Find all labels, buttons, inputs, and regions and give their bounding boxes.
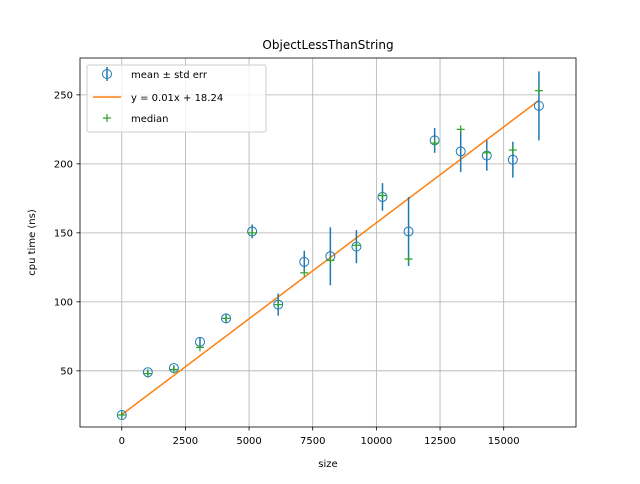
x-tick-label: 2500	[173, 436, 198, 447]
x-tick-label: 15000	[488, 436, 520, 447]
median-point	[430, 139, 439, 148]
legend-mean-marker	[102, 67, 112, 81]
x-tick-label: 12500	[424, 436, 456, 447]
median-point	[456, 125, 465, 134]
median-point	[195, 343, 204, 352]
mean-point	[533, 100, 544, 111]
mean-point	[507, 154, 518, 165]
legend-mean-label: mean ± std err	[131, 70, 208, 81]
median-point	[222, 314, 231, 323]
legend-median-label: median	[131, 114, 169, 125]
median-point	[117, 410, 126, 419]
median-point	[300, 268, 309, 277]
plot-frame	[79, 57, 577, 428]
median-point	[143, 369, 152, 378]
y-tick-label: 200	[54, 159, 73, 170]
x-ticks: 0 2500 5000 7500 10000 12500 15000	[119, 427, 520, 447]
chart-title: ObjectLessThanString	[262, 38, 393, 52]
y-tick-label: 50	[60, 366, 73, 377]
median-point	[534, 86, 543, 95]
mean-point	[273, 299, 284, 310]
legend-fit-label: y = 0.01x + 18.24	[131, 93, 223, 104]
legend: mean ± std err y = 0.01x + 18.24 median	[86, 64, 267, 133]
y-ticks: 50 100 150 200 250	[54, 90, 80, 377]
x-tick-label: 10000	[360, 436, 392, 447]
mean-point	[403, 226, 414, 237]
x-tick-label: 0	[119, 436, 125, 447]
median-point	[508, 146, 517, 155]
median-point	[404, 255, 413, 264]
y-axis-label: cpu time (ns)	[27, 209, 38, 276]
y-tick-label: 150	[54, 228, 73, 239]
median-point	[274, 300, 283, 309]
median-point	[482, 148, 491, 157]
median-point	[326, 256, 335, 265]
legend-box	[86, 64, 267, 133]
y-tick-label: 100	[54, 297, 73, 308]
x-tick-label: 5000	[236, 436, 261, 447]
median-point	[248, 228, 257, 237]
legend-median-marker	[103, 114, 111, 122]
mean-point	[221, 313, 232, 324]
y-tick-label: 250	[54, 90, 73, 101]
mean-point	[455, 146, 466, 157]
x-tick-label: 7500	[300, 436, 325, 447]
median-point	[352, 241, 361, 250]
mean-point	[116, 409, 127, 420]
median-point	[378, 191, 387, 200]
median-point	[169, 365, 178, 374]
mean-point	[299, 256, 310, 267]
median-markers	[117, 86, 543, 419]
x-axis-label: size	[318, 459, 337, 470]
